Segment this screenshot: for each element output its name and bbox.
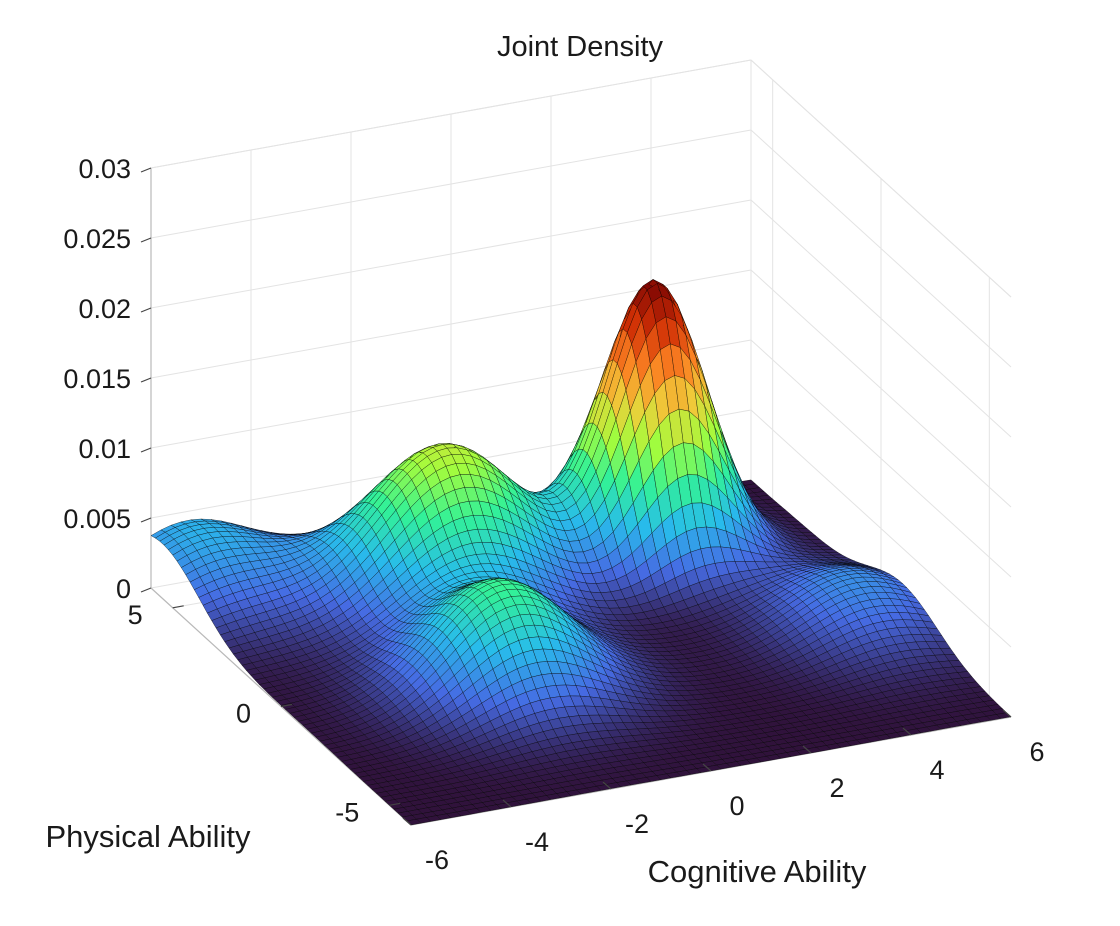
z-tick-label: 0.025: [63, 224, 131, 254]
frame-top-side: [750, 59, 1012, 298]
z-tick-label: 0.03: [78, 154, 131, 184]
x-axis-label: Cognitive Ability: [648, 854, 867, 889]
x-tick-mark: [502, 799, 512, 808]
x-tick-label: 4: [929, 755, 944, 785]
frame-top-back: [150, 59, 752, 169]
x-tick-label: -2: [625, 809, 649, 839]
z-tick-mark: [140, 517, 152, 523]
x-tick-mark: [1002, 709, 1012, 718]
tick-labels: 0 0.005 0.01 0.015 0.02 0.025 0.03 -6 -4 -2 0 2 4 6 -5…: [63, 154, 1044, 875]
x-tick-mark: [402, 817, 412, 826]
z-tick-mark: [140, 587, 152, 593]
x-tick-label: -4: [525, 827, 549, 857]
x-tick-label: 2: [829, 773, 844, 803]
x-tick-mark: [702, 763, 712, 772]
z-tick-mark: [140, 447, 152, 453]
z-tick-label: 0.015: [63, 364, 131, 394]
x-tick-label: 0: [729, 791, 744, 821]
y-tick-mark: [172, 605, 184, 609]
z-tick-mark: [140, 307, 152, 313]
z-tick-mark: [140, 167, 152, 173]
x-tick-mark: [602, 781, 612, 790]
x-tick-mark: [802, 745, 812, 754]
x-tick-label: 6: [1029, 737, 1044, 767]
z-tick-mark: [140, 237, 152, 243]
y-tick-label: -5: [335, 797, 359, 827]
y-tick-mark: [389, 802, 401, 806]
surface-mesh: [150, 279, 1012, 826]
z-tick-label: 0.005: [63, 504, 131, 534]
x-tick-label: -6: [425, 845, 449, 875]
z-tick-label: 0: [116, 574, 131, 604]
y-tick-label: 5: [128, 600, 143, 630]
x-tick-mark: [902, 727, 912, 736]
z-tick-mark: [140, 377, 152, 383]
y-tick-mark: [280, 703, 293, 708]
chart-title: Joint Density: [497, 31, 664, 63]
y-tick-label: 0: [236, 699, 251, 729]
z-tick-label: 0.02: [78, 294, 131, 324]
y-axis-label: Physical Ability: [45, 819, 251, 854]
z-tick-label: 0.01: [78, 434, 131, 464]
